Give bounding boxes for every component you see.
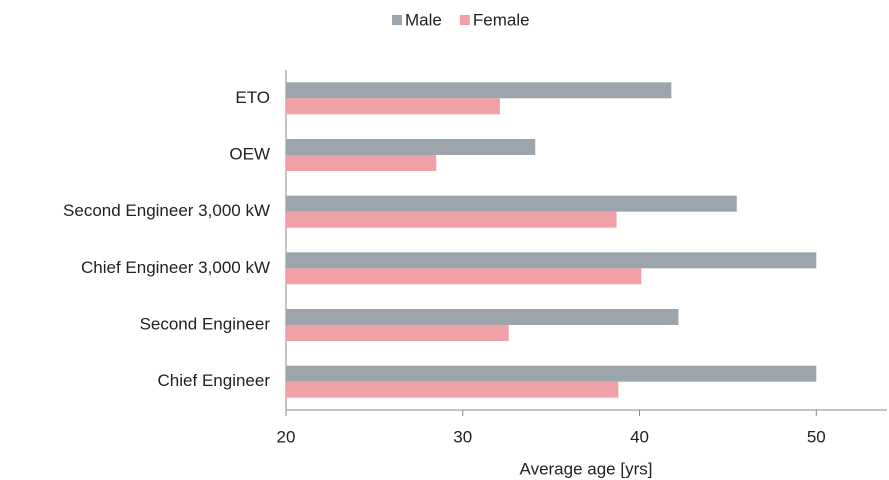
legend-label: Male — [405, 10, 442, 29]
bar — [286, 98, 500, 115]
legend-label: Female — [473, 10, 530, 29]
bar — [286, 325, 509, 341]
bar — [286, 82, 672, 99]
x-axis-title: Average age [yrs] — [520, 459, 653, 478]
x-tick-label: 20 — [277, 427, 296, 446]
x-tick-label: 30 — [453, 427, 472, 446]
x-tick-label: 50 — [807, 427, 826, 446]
x-tick-label: 40 — [630, 427, 649, 446]
y-tick-label: Second Engineer 3,000 kW — [63, 201, 270, 220]
legend-swatch — [392, 15, 402, 25]
bar — [286, 268, 642, 285]
bar — [286, 195, 737, 212]
bar — [286, 309, 679, 325]
bar — [286, 211, 617, 228]
bar — [286, 381, 619, 398]
bar — [286, 365, 817, 382]
y-tick-label: ETO — [235, 88, 270, 107]
y-tick-label: Chief Engineer 3,000 kW — [81, 258, 270, 277]
y-tick-label: Chief Engineer — [158, 371, 271, 390]
bar — [286, 252, 817, 269]
y-tick-label: OEW — [229, 144, 270, 163]
bar — [286, 155, 437, 171]
y-tick-label: Second Engineer — [140, 314, 271, 333]
legend-swatch — [459, 15, 470, 25]
bar — [286, 139, 536, 155]
